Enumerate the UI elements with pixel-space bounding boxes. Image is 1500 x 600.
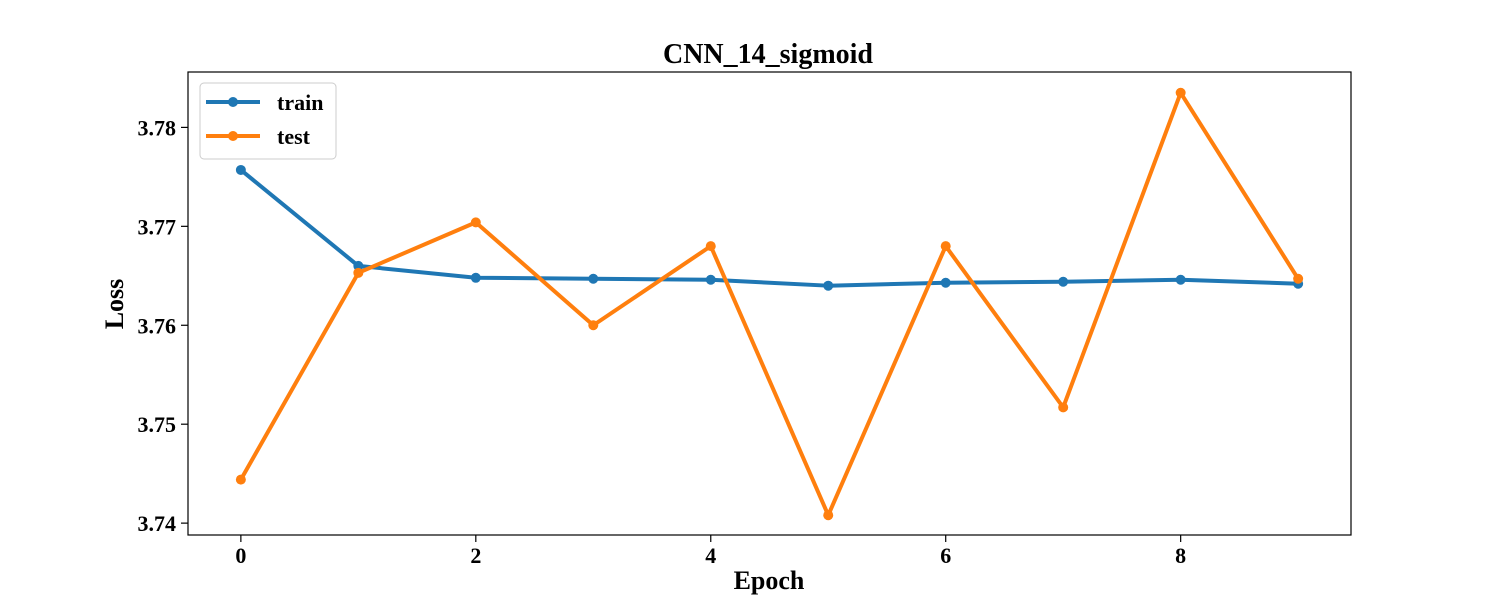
plot-frame [187, 71, 1352, 536]
data-point-train [470, 272, 481, 283]
x-tick-label: 2 [470, 543, 481, 568]
data-point-test [823, 510, 834, 521]
x-tick-label: 6 [940, 543, 951, 568]
data-point-test [1058, 402, 1069, 413]
data-point-train [705, 274, 716, 285]
data-point-test [705, 241, 716, 252]
legend-marker-train [228, 97, 238, 107]
data-point-test [1175, 87, 1186, 98]
y-tick-label: 3.74 [138, 511, 177, 536]
y-axis: 3.74 3.75 3.76 3.77 3.78 [138, 115, 188, 536]
y-axis-label: Loss [100, 279, 129, 330]
data-point-test [588, 320, 599, 331]
legend-label-train: train [277, 90, 323, 115]
data-point-train [353, 260, 364, 271]
data-point-train [235, 164, 246, 175]
y-tick-label: 3.77 [138, 214, 177, 239]
legend: train test [199, 82, 337, 160]
x-tick-label: 8 [1175, 543, 1186, 568]
chart-title: CNN_14_sigmoid [663, 39, 873, 70]
x-axis-label: Epoch [734, 566, 805, 595]
y-tick-label: 3.78 [138, 115, 177, 140]
data-point-test [235, 474, 246, 485]
legend-marker-test [228, 131, 238, 141]
data-point-train [940, 277, 951, 288]
x-tick-label: 4 [705, 543, 716, 568]
x-tick-label: 0 [235, 543, 246, 568]
series-layer [235, 87, 1304, 521]
data-point-test [470, 217, 481, 228]
series-line-train [239, 168, 1299, 288]
data-point-test [1293, 273, 1304, 284]
data-point-test [353, 267, 364, 278]
data-point-train [1058, 276, 1069, 287]
data-point-train [1175, 274, 1186, 285]
x-axis: 0 2 4 6 8 [235, 535, 1186, 568]
legend-label-test: test [277, 124, 311, 149]
data-point-test [940, 241, 951, 252]
y-tick-label: 3.76 [138, 313, 177, 338]
y-tick-label: 3.75 [138, 412, 177, 437]
data-point-train [588, 273, 599, 284]
data-point-train [823, 280, 834, 291]
series-line-test [239, 90, 1300, 518]
